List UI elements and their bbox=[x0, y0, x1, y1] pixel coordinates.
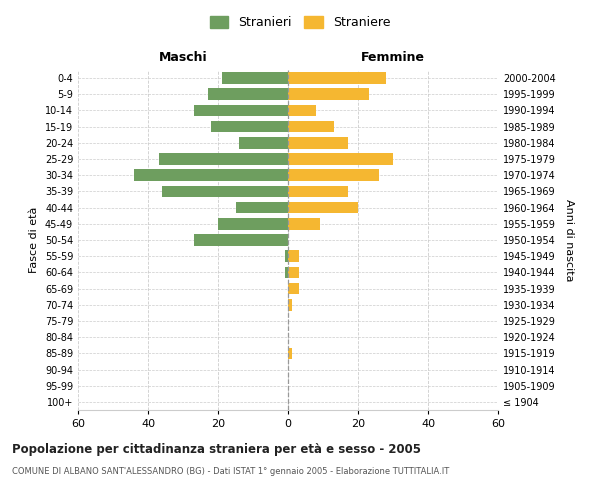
Bar bbox=[288, 104, 316, 117]
Bar bbox=[288, 250, 299, 262]
Bar bbox=[235, 202, 288, 213]
Bar bbox=[193, 104, 288, 117]
Bar bbox=[288, 299, 292, 310]
Bar bbox=[162, 186, 288, 198]
Bar bbox=[158, 153, 288, 165]
Bar bbox=[221, 72, 288, 84]
Bar bbox=[288, 186, 347, 198]
Bar bbox=[288, 202, 358, 213]
Bar bbox=[208, 88, 288, 100]
Bar bbox=[288, 137, 347, 148]
Bar bbox=[288, 266, 299, 278]
Bar bbox=[284, 266, 288, 278]
Bar bbox=[218, 218, 288, 230]
Bar bbox=[288, 153, 393, 165]
Bar bbox=[288, 348, 292, 359]
Text: Femmine: Femmine bbox=[361, 50, 425, 64]
Bar bbox=[288, 218, 320, 230]
Bar bbox=[288, 170, 379, 181]
Y-axis label: Fasce di età: Fasce di età bbox=[29, 207, 39, 273]
Bar bbox=[284, 250, 288, 262]
Text: Maschi: Maschi bbox=[158, 50, 208, 64]
Text: COMUNE DI ALBANO SANT'ALESSANDRO (BG) - Dati ISTAT 1° gennaio 2005 - Elaborazion: COMUNE DI ALBANO SANT'ALESSANDRO (BG) - … bbox=[12, 468, 449, 476]
Legend: Stranieri, Straniere: Stranieri, Straniere bbox=[205, 11, 395, 34]
Bar bbox=[288, 282, 299, 294]
Bar bbox=[288, 121, 334, 132]
Text: Popolazione per cittadinanza straniera per età e sesso - 2005: Popolazione per cittadinanza straniera p… bbox=[12, 442, 421, 456]
Bar bbox=[288, 88, 368, 100]
Bar bbox=[288, 72, 386, 84]
Bar bbox=[211, 121, 288, 132]
Bar bbox=[193, 234, 288, 246]
Bar bbox=[134, 170, 288, 181]
Y-axis label: Anni di nascita: Anni di nascita bbox=[564, 198, 574, 281]
Bar bbox=[239, 137, 288, 148]
